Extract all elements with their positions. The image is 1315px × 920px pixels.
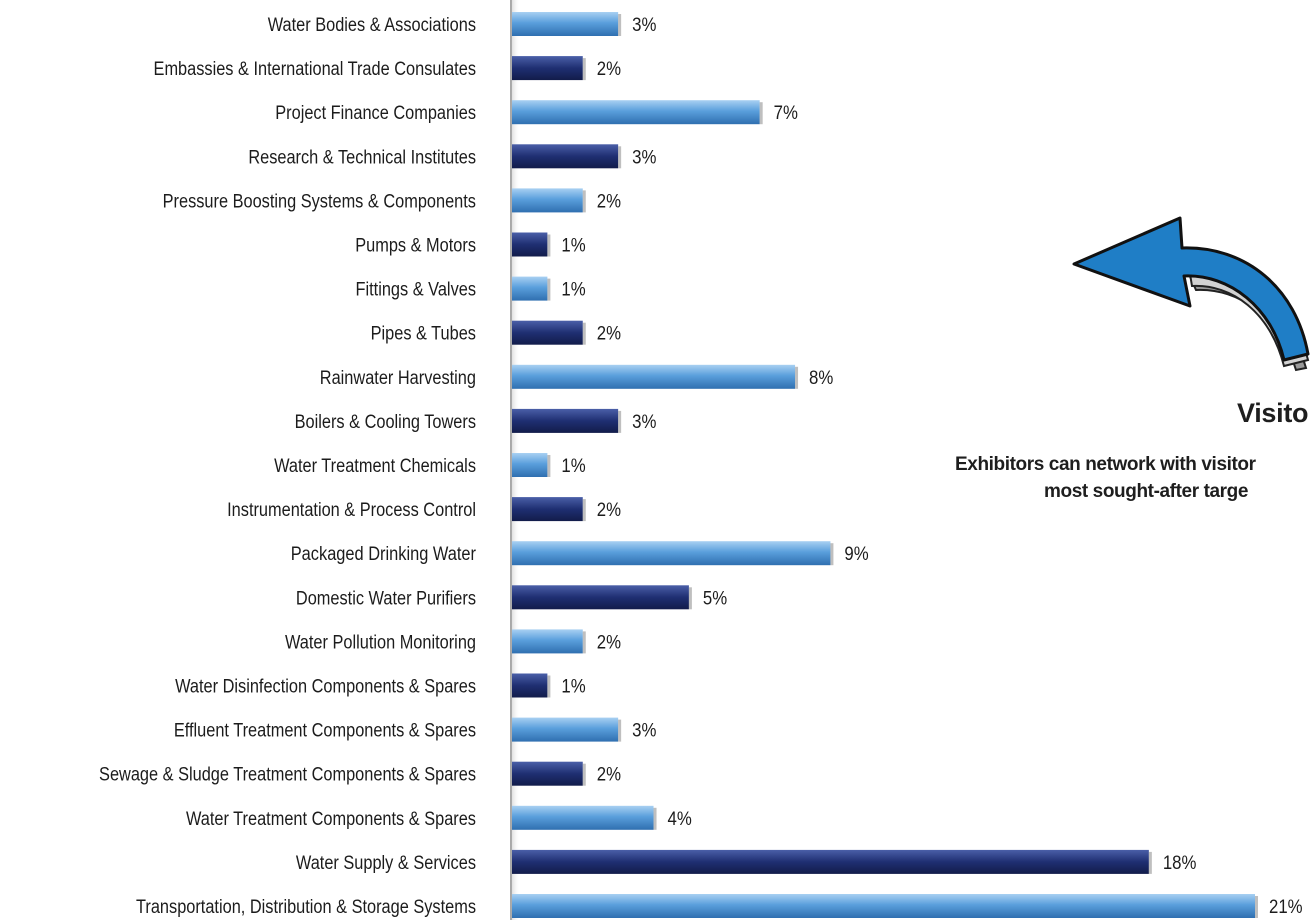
value-label-1: 3% bbox=[632, 15, 656, 36]
bar-shadow-7 bbox=[547, 278, 551, 301]
bar-shadow-9 bbox=[795, 366, 799, 389]
value-label-21: 21% bbox=[1269, 897, 1303, 918]
bar-16 bbox=[512, 673, 548, 698]
value-label-20: 18% bbox=[1163, 853, 1197, 874]
value-label-15: 2% bbox=[597, 632, 621, 653]
value-label-17: 3% bbox=[632, 721, 656, 742]
bar-3 bbox=[512, 100, 760, 125]
bar-21 bbox=[512, 894, 1255, 918]
value-label-18: 2% bbox=[597, 765, 621, 786]
bar-shadow-12 bbox=[582, 499, 586, 522]
bar-13 bbox=[512, 541, 831, 566]
value-label-4: 3% bbox=[632, 147, 656, 168]
value-label-11: 1% bbox=[561, 456, 585, 477]
bar-shadow-4 bbox=[618, 146, 622, 169]
bar-1 bbox=[512, 12, 619, 36]
category-label-20: Water Supply & Services bbox=[296, 853, 476, 874]
bar-11 bbox=[512, 453, 548, 477]
category-label-2: Embassies & International Trade Consulat… bbox=[154, 59, 476, 80]
bar-8 bbox=[512, 320, 583, 345]
side-panel-heading: Visito bbox=[1237, 398, 1309, 428]
value-label-14: 5% bbox=[703, 588, 727, 609]
category-label-7: Fittings & Valves bbox=[356, 280, 476, 301]
category-label-18: Sewage & Sludge Treatment Components & S… bbox=[99, 765, 476, 786]
bar-shadow-20 bbox=[1148, 851, 1152, 874]
value-label-9: 8% bbox=[809, 368, 833, 389]
bar-12 bbox=[512, 497, 583, 522]
value-labels: 3% 2% 7% 3% 2% 1% 1% 2% 8% 3% 1% 2% 9% 5% 2% 1% 3% 2% 4% 18… bbox=[561, 15, 1302, 918]
bar-shadow-10 bbox=[618, 410, 622, 433]
bar-shadow-19 bbox=[653, 807, 657, 830]
bar-shadow-18 bbox=[582, 763, 586, 786]
bar-20 bbox=[512, 849, 1149, 874]
bar-17 bbox=[512, 717, 619, 742]
bar-shadow-17 bbox=[618, 719, 622, 742]
side-panel-text-line1: Exhibitors can network with visitor bbox=[955, 454, 1256, 475]
bar-9 bbox=[512, 364, 796, 389]
bar-shadow-5 bbox=[582, 190, 586, 213]
value-label-6: 1% bbox=[561, 236, 585, 257]
curved-arrow-icon bbox=[1072, 216, 1310, 372]
bar-18 bbox=[512, 761, 583, 786]
bar-2 bbox=[512, 56, 583, 81]
bar-shadow-21 bbox=[1255, 896, 1258, 918]
bar-shadow-14 bbox=[688, 587, 692, 610]
category-label-13: Packaged Drinking Water bbox=[291, 544, 477, 565]
value-label-2: 2% bbox=[597, 59, 621, 80]
bar-5 bbox=[512, 188, 583, 213]
category-label-10: Boilers & Cooling Towers bbox=[295, 412, 476, 433]
bar-shadow-11 bbox=[547, 455, 551, 477]
value-label-19: 4% bbox=[668, 809, 692, 830]
category-label-4: Research & Technical Institutes bbox=[248, 147, 476, 168]
bar-19 bbox=[512, 805, 654, 830]
bar-15 bbox=[512, 629, 583, 654]
value-label-12: 2% bbox=[597, 500, 621, 521]
value-label-13: 9% bbox=[844, 544, 868, 565]
category-label-16: Water Disinfection Components & Spares bbox=[175, 677, 476, 698]
category-label-19: Water Treatment Components & Spares bbox=[186, 809, 476, 830]
bar-6 bbox=[512, 232, 548, 257]
bar-14 bbox=[512, 585, 689, 610]
bar-7 bbox=[512, 276, 548, 301]
category-label-6: Pumps & Motors bbox=[355, 236, 476, 257]
category-label-12: Instrumentation & Process Control bbox=[227, 500, 476, 521]
bar-shadow-15 bbox=[582, 631, 586, 654]
category-label-21: Transportation, Distribution & Storage S… bbox=[136, 897, 476, 918]
category-label-11: Water Treatment Chemicals bbox=[274, 456, 476, 477]
category-label-1: Water Bodies & Associations bbox=[268, 15, 476, 36]
value-label-16: 1% bbox=[561, 677, 585, 698]
value-label-10: 3% bbox=[632, 412, 656, 433]
value-label-3: 7% bbox=[774, 103, 798, 124]
category-label-17: Effluent Treatment Components & Spares bbox=[174, 721, 476, 742]
category-label-9: Rainwater Harvesting bbox=[320, 368, 476, 389]
value-label-8: 2% bbox=[597, 324, 621, 345]
value-label-7: 1% bbox=[561, 280, 585, 301]
category-label-14: Domestic Water Purifiers bbox=[296, 588, 476, 609]
category-label-8: Pipes & Tubes bbox=[371, 324, 476, 345]
bar-shadow-6 bbox=[547, 234, 551, 257]
category-label-5: Pressure Boosting Systems & Components bbox=[163, 191, 476, 212]
side-panel-text-line2: most sought-after targe bbox=[1044, 481, 1249, 502]
bar-shadow-13 bbox=[830, 543, 834, 566]
bar-10 bbox=[512, 408, 619, 433]
value-label-5: 2% bbox=[597, 191, 621, 212]
bar-shadow-8 bbox=[582, 322, 586, 345]
bar-shadow-16 bbox=[547, 675, 551, 698]
category-label-3: Project Finance Companies bbox=[275, 103, 476, 124]
bar-4 bbox=[512, 144, 619, 169]
bar-shadow-3 bbox=[759, 102, 763, 125]
bar-shadow-1 bbox=[618, 14, 622, 36]
category-label-15: Water Pollution Monitoring bbox=[285, 632, 476, 653]
bar-shadow-2 bbox=[582, 58, 586, 81]
category-labels: Water Bodies & Associations Embassies & I… bbox=[99, 15, 477, 918]
bars-layer bbox=[512, 12, 1258, 918]
